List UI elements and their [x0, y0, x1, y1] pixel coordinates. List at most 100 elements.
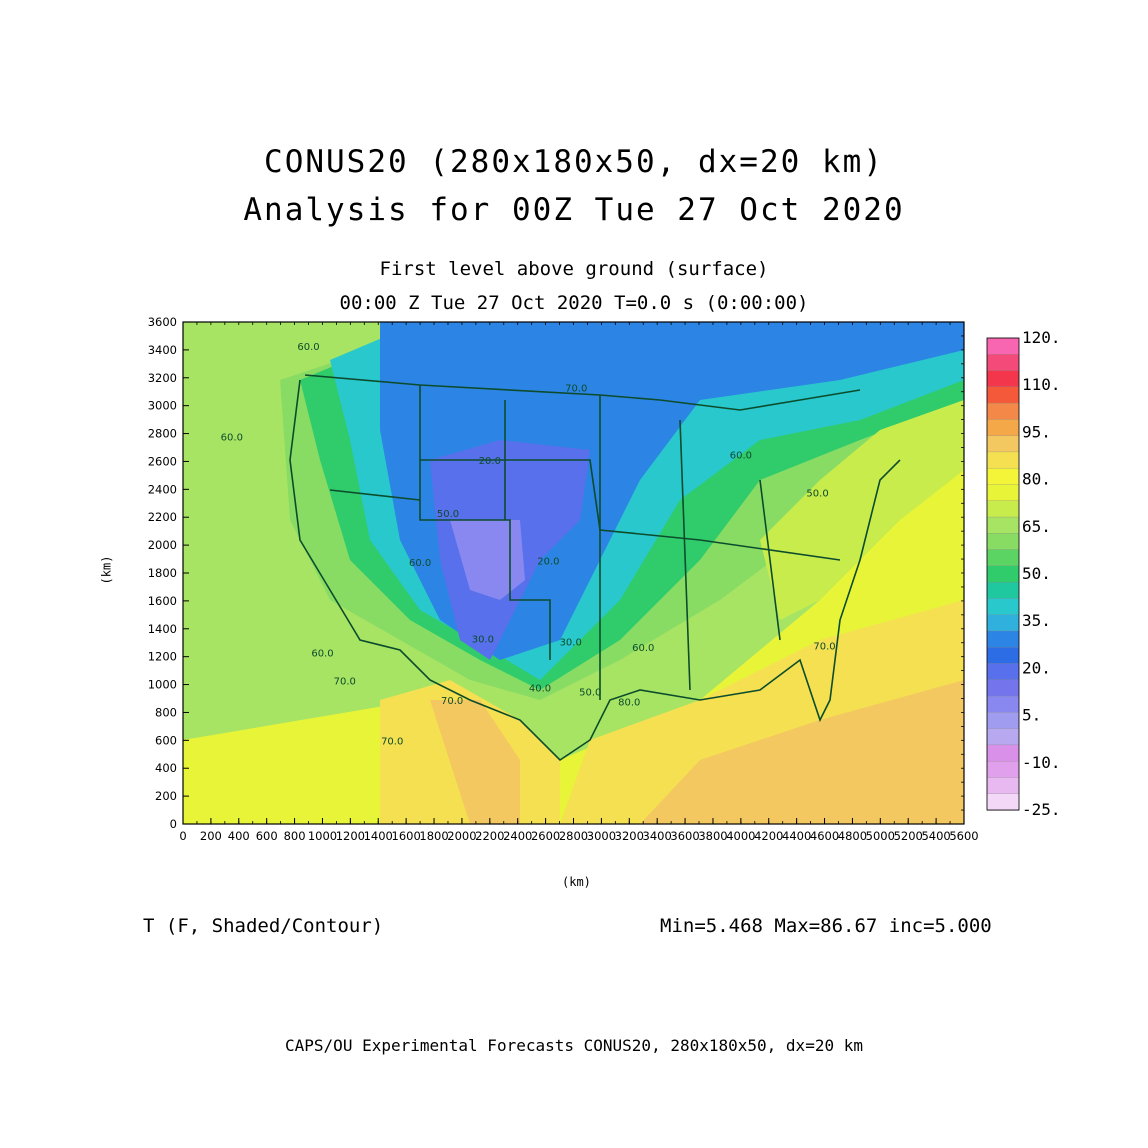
colorbar-swatch: [986, 761, 1020, 779]
contour-label: 70.0: [565, 384, 587, 395]
y-tick-label: 400: [155, 761, 177, 775]
colorbar-swatch: [986, 468, 1020, 486]
x-tick-label: 2000: [447, 829, 476, 843]
colorbar-swatch: [986, 777, 1020, 795]
colorbar-label: 120.: [1022, 328, 1061, 347]
x-tick-label: 5000: [866, 829, 895, 843]
x-tick-label: 3000: [587, 829, 616, 843]
x-tick-label: 3400: [643, 829, 672, 843]
temperature-field: [183, 322, 964, 824]
stats-label: Min=5.468 Max=86.67 inc=5.000: [660, 915, 992, 937]
x-tick-label: 5200: [894, 829, 923, 843]
contour-label: 20.0: [537, 557, 559, 568]
colorbar-swatch: [986, 354, 1020, 372]
footer-credit: CAPS/OU Experimental Forecasts CONUS20, …: [285, 1036, 863, 1055]
colorbar-swatch: [986, 598, 1020, 616]
y-tick-label: 1000: [148, 678, 177, 692]
contour-label: 30.0: [472, 635, 494, 646]
colorbar-label: 35.: [1022, 611, 1051, 630]
state-lines-3: [599, 395, 781, 700]
colorbar-swatch: [986, 614, 1020, 632]
contour-label: 40.0: [529, 684, 551, 695]
colorbar-label: -10.: [1022, 753, 1061, 772]
x-tick-label: 2800: [559, 829, 588, 843]
y-tick-label: 0: [170, 817, 177, 831]
colorbar-swatch: [986, 386, 1020, 404]
y-tick-label: 3000: [148, 399, 177, 413]
colorbar-swatch: [986, 533, 1020, 551]
variable-label: T (F, Shaded/Contour): [143, 915, 384, 937]
colorbar-swatch: [986, 630, 1020, 648]
y-tick-label: 3200: [148, 371, 177, 385]
y-tick-label: 3400: [148, 343, 177, 357]
colorbar-swatch: [986, 484, 1020, 502]
x-tick-label: 3800: [698, 829, 727, 843]
x-tick-label: 3200: [615, 829, 644, 843]
chart-title: CONUS20 (280x180x50, dx=20 km): [264, 144, 884, 180]
y-tick-label: 2800: [148, 427, 177, 441]
gulf-warm-region: [640, 680, 964, 824]
y-tick-label: 800: [155, 705, 177, 719]
x-tick-label: 800: [284, 829, 306, 843]
contour-label: 60.0: [297, 342, 319, 353]
x-tick-label: 1000: [308, 829, 337, 843]
chart-subtitle: Analysis for 00Z Tue 27 Oct 2020: [243, 192, 905, 228]
x-tick-label: 3600: [670, 829, 699, 843]
x-tick-label: 400: [228, 829, 250, 843]
y-axis-label: (km): [99, 555, 114, 585]
mexico-warm-region: [430, 700, 520, 824]
x-axis-label: (km): [562, 875, 591, 889]
colorbar-swatch: [986, 549, 1020, 567]
y-tick-label: 2000: [148, 538, 177, 552]
contour-label: 60.0: [311, 649, 333, 660]
x-tick-label: 4200: [754, 829, 783, 843]
colorbar-swatch: [986, 695, 1020, 713]
colorbar-swatch: [986, 451, 1020, 469]
colorbar-swatch: [986, 500, 1020, 518]
y-tick-label: 1400: [148, 622, 177, 636]
contour-label: 70.0: [441, 696, 463, 707]
colorbar-swatch: [986, 663, 1020, 681]
y-tick-label: 1200: [148, 650, 177, 664]
colorbar-swatch: [986, 647, 1020, 665]
colorbar-label: 95.: [1022, 422, 1051, 441]
x-tick-label: 1800: [419, 829, 448, 843]
contour-label: 70.0: [334, 677, 356, 688]
contour-label: 60.0: [632, 643, 654, 654]
colorbar-label: 20.: [1022, 658, 1051, 677]
x-tick-label: 1400: [364, 829, 393, 843]
x-tick-label: 0: [179, 829, 186, 843]
y-tick-label: 2200: [148, 510, 177, 524]
x-tick-label: 600: [256, 829, 278, 843]
level-label: First level above ground (surface): [379, 258, 769, 280]
colorbar-label: 50.: [1022, 564, 1051, 583]
contour-label: 50.0: [806, 488, 828, 499]
y-tick-label: 2400: [148, 482, 177, 496]
contour-label: 30.0: [560, 638, 582, 649]
x-tick-label: 4400: [782, 829, 811, 843]
contour-label: 70.0: [381, 737, 403, 748]
contour-label: 70.0: [813, 642, 835, 653]
x-tick-label: 4600: [810, 829, 839, 843]
y-tick-label: 2600: [148, 454, 177, 468]
x-tick-label: 4000: [726, 829, 755, 843]
x-axis-ticks: 0 200 400 600 800 100012001400160018002000220…: [179, 322, 979, 843]
state-lines-1: [419, 385, 551, 660]
contour-label: 20.0: [479, 456, 501, 467]
contour-label: 50.0: [579, 688, 601, 699]
boundaries: [289, 374, 901, 762]
contour-label: 60.0: [409, 558, 431, 569]
contour-label: 50.0: [437, 509, 459, 520]
colorbar-label: 110.: [1022, 375, 1061, 394]
y-tick-label: 1800: [148, 566, 177, 580]
colorbar: [986, 337, 1020, 811]
x-tick-label: 200: [200, 829, 222, 843]
colorbar-swatch: [986, 337, 1020, 355]
colorbar-frame: [986, 337, 1020, 811]
contour-label: 80.0: [618, 697, 640, 708]
x-tick-label: 5600: [949, 829, 978, 843]
y-tick-label: 1600: [148, 594, 177, 608]
minimum-region: [450, 520, 525, 600]
x-tick-label: 4800: [838, 829, 867, 843]
